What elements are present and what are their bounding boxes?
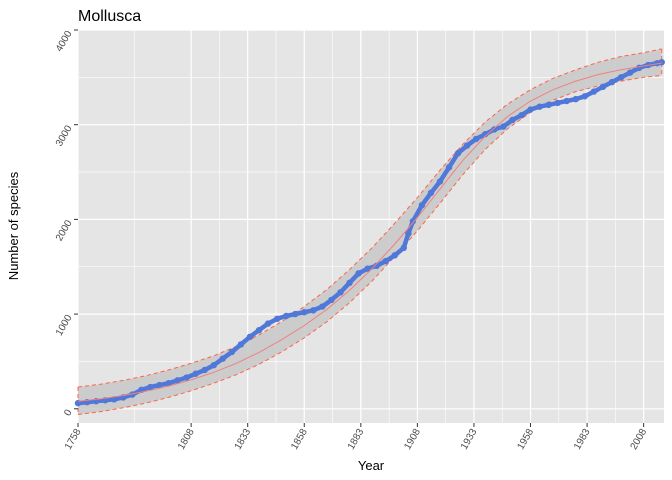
x-tick-label: 1808	[176, 427, 197, 452]
lower-bound-line	[77, 75, 662, 415]
fitted-line	[77, 62, 662, 402]
y-tick-label: 3000	[54, 123, 75, 148]
fitted-curve	[77, 62, 662, 402]
observed-trace	[75, 59, 664, 406]
grid	[77, 29, 664, 423]
y-tick-label: 1000	[54, 313, 75, 338]
x-tick-label: 1883	[346, 427, 367, 452]
x-tick-label: 1833	[233, 427, 254, 452]
plot-panel	[78, 30, 664, 423]
x-axis: 1758 1808 1833 1858 1883 1908 1933 1958 1983 2008	[63, 423, 650, 452]
x-tick-label: 1958	[515, 427, 536, 452]
y-tick-label: 4000	[54, 29, 75, 54]
x-tick-label: 1758	[63, 427, 84, 452]
y-axis-title: Number of species	[6, 171, 21, 280]
x-tick-label: 1908	[402, 427, 423, 452]
chart-title: Mollusca	[78, 8, 141, 25]
y-axis: 0 1000 2000 3000 4000	[54, 29, 78, 418]
x-axis-title: Year	[358, 458, 385, 473]
confidence-band	[77, 48, 663, 415]
x-tick-label: 1983	[572, 427, 593, 452]
data-points	[74, 58, 665, 407]
x-tick-label: 1858	[289, 427, 310, 452]
y-tick-label: 0	[62, 407, 75, 418]
upper-bound-line	[77, 48, 662, 388]
y-tick-label: 2000	[54, 218, 75, 243]
x-tick-label: 2008	[629, 427, 650, 452]
x-tick-label: 1933	[459, 427, 480, 452]
